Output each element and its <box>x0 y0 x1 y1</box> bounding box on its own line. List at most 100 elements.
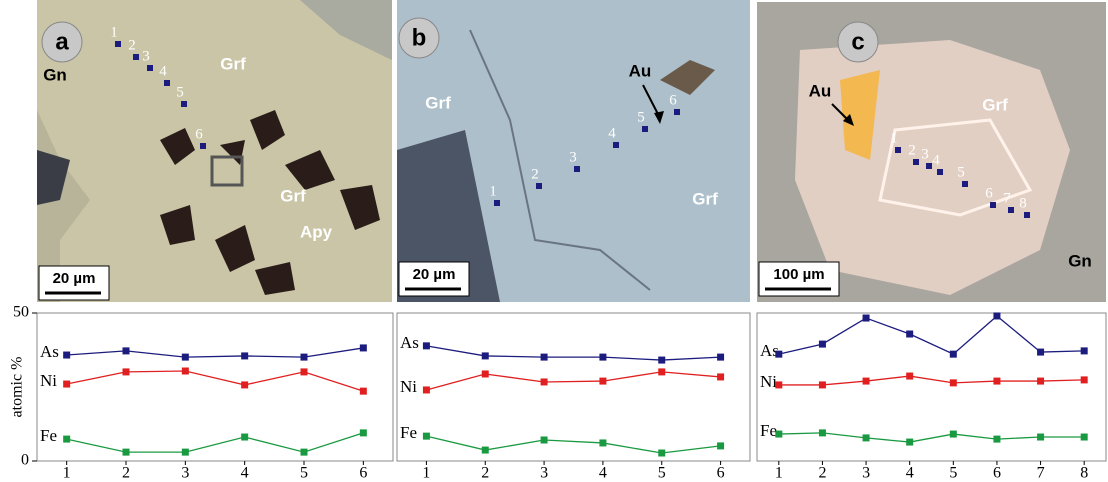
point-label: 8 <box>1019 195 1027 211</box>
x-tick-label: 3 <box>540 465 548 482</box>
x-tick-label: 4 <box>241 465 249 482</box>
x-tick-label: 4 <box>599 465 607 482</box>
mineral-label: Grf <box>220 54 246 73</box>
series-label: Fe <box>400 423 417 442</box>
data-point <box>301 354 308 361</box>
series-label: Fe <box>40 426 57 445</box>
analysis-point <box>1008 207 1014 213</box>
point-label: 1 <box>110 24 118 40</box>
point-label: 6 <box>985 185 993 201</box>
series-label: Ni <box>40 371 57 390</box>
series-line <box>67 371 364 391</box>
data-point <box>599 439 606 446</box>
point-label: 5 <box>637 109 645 125</box>
scale-label: 100 µm <box>773 266 824 283</box>
data-point <box>950 431 957 438</box>
x-tick-label: 6 <box>717 465 725 482</box>
data-point <box>950 379 957 386</box>
point-label: 4 <box>608 125 616 141</box>
analysis-point <box>1024 212 1030 218</box>
data-point <box>423 342 430 349</box>
series-label: Ni <box>760 372 777 391</box>
data-point <box>360 388 367 395</box>
data-point <box>541 354 548 361</box>
analysis-point <box>200 143 206 149</box>
y-axis-label: atomic % <box>9 357 26 418</box>
mineral-label: Grf <box>692 189 718 208</box>
x-tick-label: 1 <box>775 465 783 482</box>
data-point <box>863 434 870 441</box>
data-point <box>993 312 1000 319</box>
analysis-point <box>164 80 170 86</box>
data-point <box>775 431 782 438</box>
point-label: 3 <box>142 48 150 64</box>
data-point <box>819 381 826 388</box>
series-line <box>426 436 720 453</box>
data-point <box>775 381 782 388</box>
data-point <box>482 352 489 359</box>
data-point <box>906 373 913 380</box>
series-line <box>67 433 364 452</box>
analysis-point <box>937 169 943 175</box>
data-point <box>819 429 826 436</box>
x-tick-label: 6 <box>359 465 367 482</box>
point-label: 1 <box>489 183 497 199</box>
point-label: 3 <box>921 146 929 162</box>
analysis-point <box>926 163 932 169</box>
data-point <box>541 436 548 443</box>
analysis-point <box>913 159 919 165</box>
data-point <box>423 433 430 440</box>
point-label: 5 <box>176 84 184 100</box>
x-tick-label: 6 <box>993 465 1001 482</box>
data-point <box>1037 434 1044 441</box>
data-point <box>993 436 1000 443</box>
analysis-point <box>962 181 968 187</box>
point-label: 1 <box>890 130 898 146</box>
mineral-label: Au <box>809 81 832 100</box>
point-label: 4 <box>159 63 167 79</box>
analysis-point <box>147 65 153 71</box>
data-point <box>717 373 724 380</box>
plot-frame <box>37 313 393 461</box>
panel-letter: b <box>412 24 427 51</box>
point-label: 2 <box>908 142 916 158</box>
x-tick-label: 1 <box>422 465 430 482</box>
analysis-point <box>613 142 619 148</box>
data-point <box>993 378 1000 385</box>
point-label: 6 <box>195 126 203 142</box>
scale-label: 20 µm <box>413 266 456 283</box>
point-label: 2 <box>531 166 539 182</box>
x-tick-label: 2 <box>481 465 489 482</box>
x-tick-label: 2 <box>818 465 826 482</box>
data-point <box>63 436 70 443</box>
data-point <box>63 352 70 359</box>
data-point <box>658 368 665 375</box>
data-point <box>1081 376 1088 383</box>
point-label: 4 <box>932 152 940 168</box>
data-point <box>863 315 870 322</box>
data-point <box>658 357 665 364</box>
point-label: 5 <box>957 164 965 180</box>
x-tick-label: 5 <box>949 465 957 482</box>
series-line <box>779 316 1084 354</box>
data-point <box>717 442 724 449</box>
mineral-label: Apy <box>300 222 333 241</box>
x-tick-label: 3 <box>181 465 189 482</box>
analysis-point <box>536 183 542 189</box>
plot-frame <box>397 313 750 461</box>
mineral-label: Au <box>629 61 652 80</box>
analysis-point <box>574 166 580 172</box>
series-label: As <box>40 342 59 361</box>
data-point <box>182 449 189 456</box>
series-line <box>67 348 364 357</box>
data-point <box>1081 347 1088 354</box>
x-tick-label: 3 <box>862 465 870 482</box>
mineral-label: Gn <box>1068 251 1092 270</box>
plot-frame <box>757 313 1106 461</box>
micrograph-a <box>37 0 392 302</box>
mineral-label: Grf <box>425 93 451 112</box>
analysis-point <box>133 54 139 60</box>
point-label: 6 <box>669 92 677 108</box>
x-tick-label: 4 <box>906 465 914 482</box>
point-label: 7 <box>1003 190 1011 206</box>
